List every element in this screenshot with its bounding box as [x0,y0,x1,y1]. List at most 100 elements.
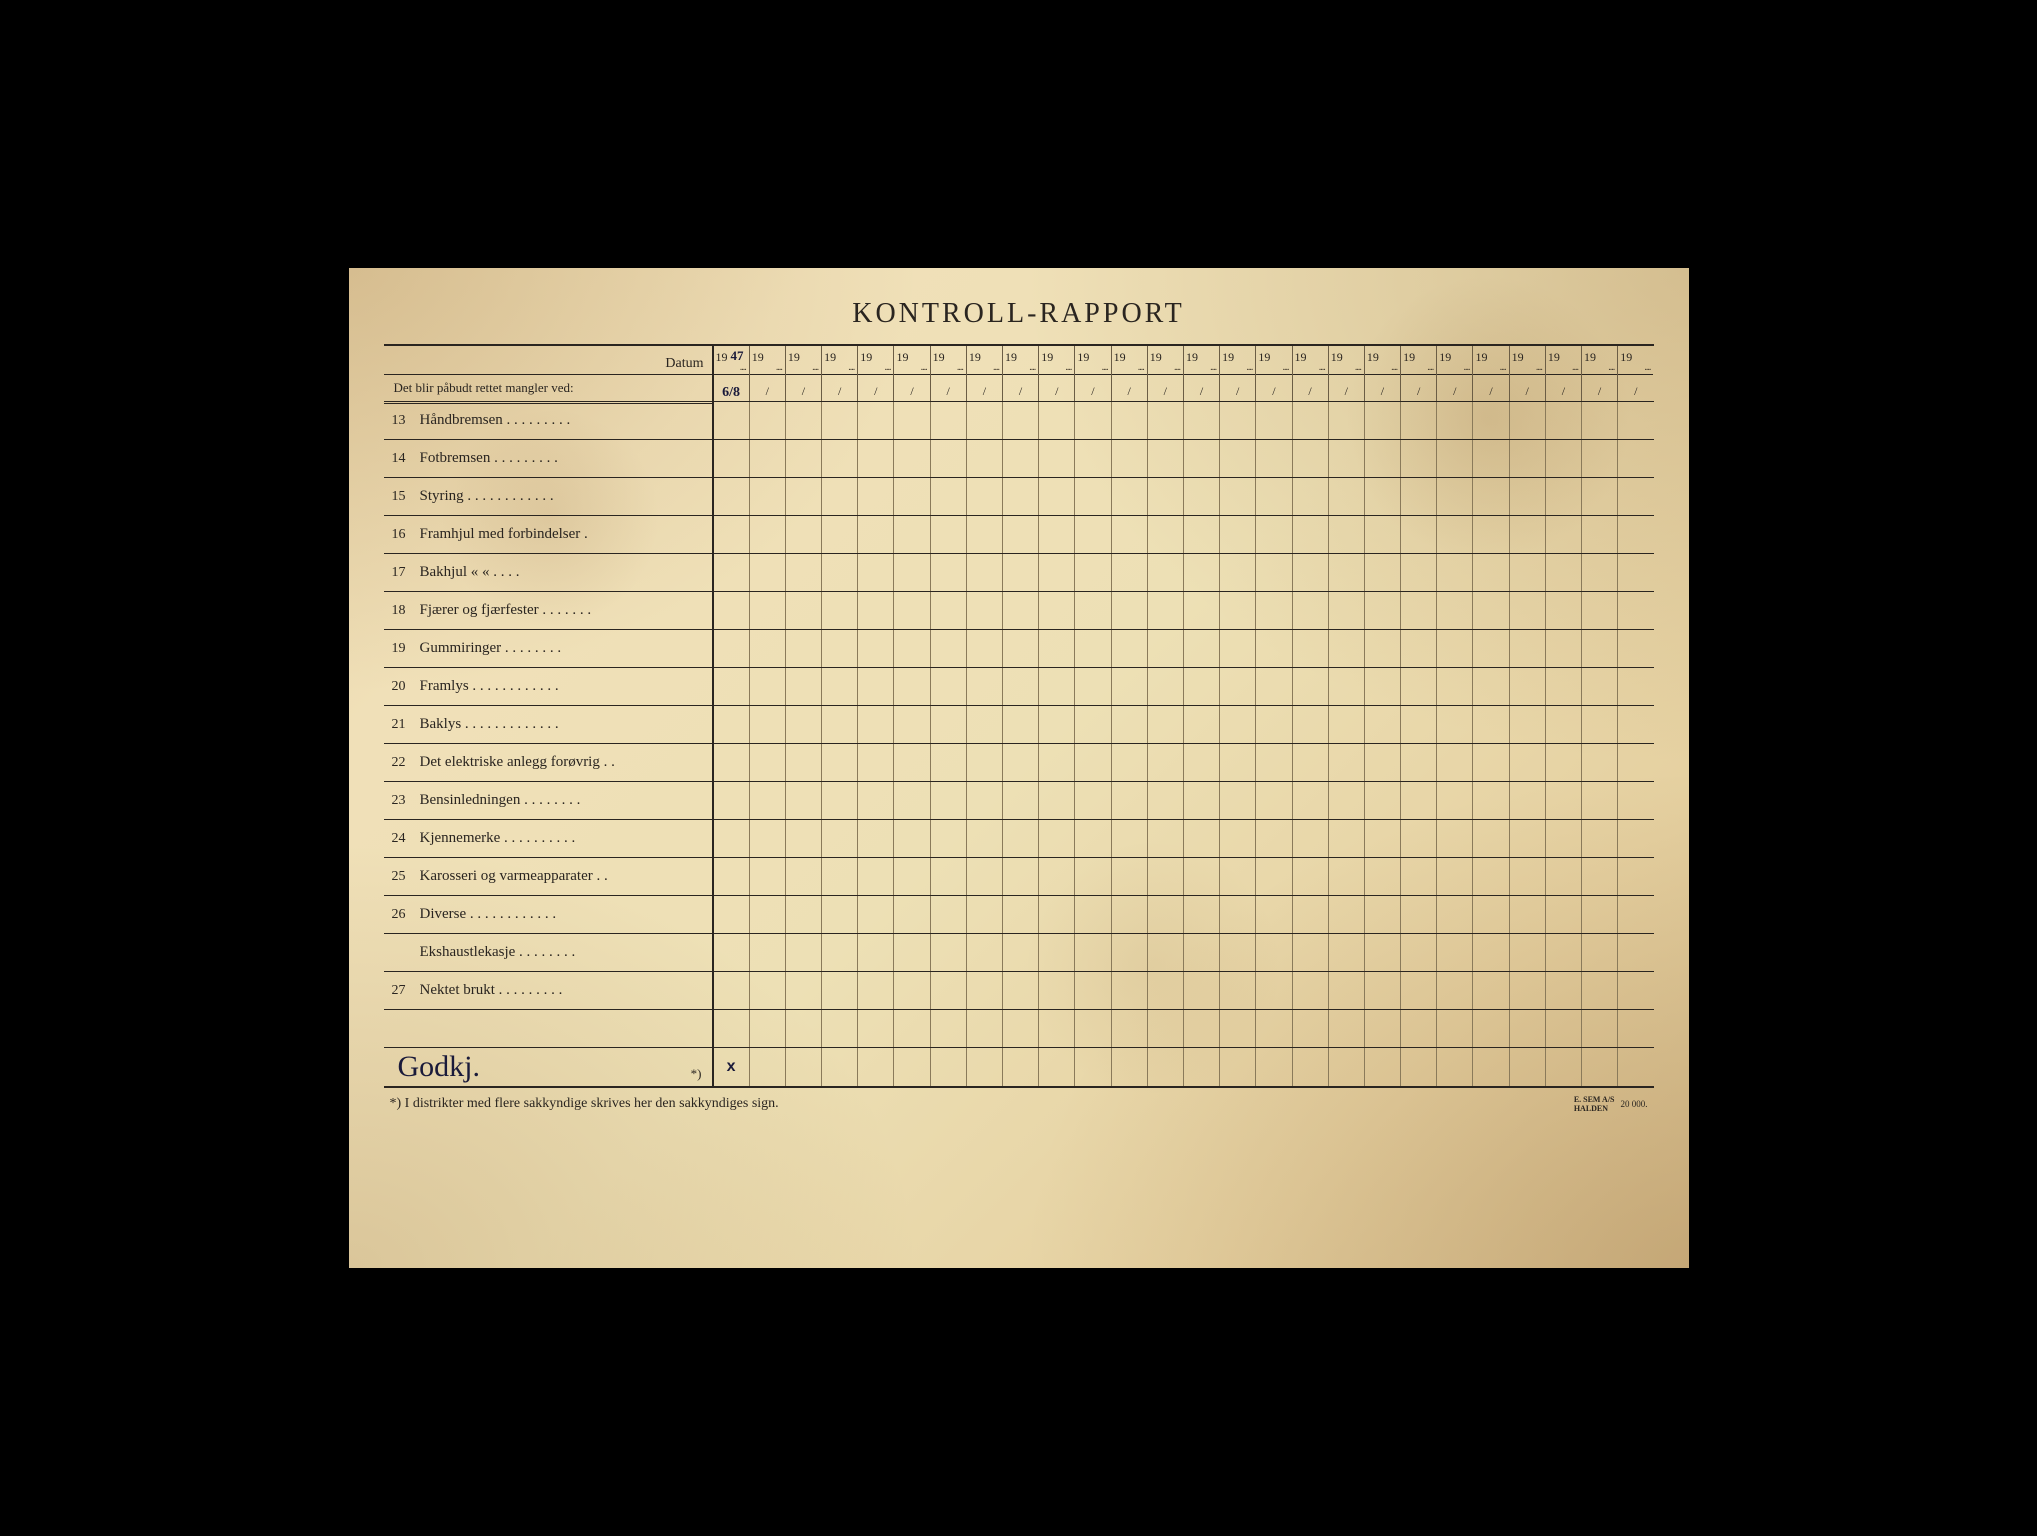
year-dots: .... [1500,362,1506,373]
cell [1618,592,1653,629]
cell [1618,972,1653,1009]
year-dots: .... [1427,362,1433,373]
cell [1437,858,1473,895]
cell [1582,478,1618,515]
cell [931,820,967,857]
row-label: Framlys . . . . . . . . . . . . [420,678,712,695]
cell [894,934,930,971]
cell [714,516,750,553]
header-col: 19..../ [1329,346,1365,401]
cell [1003,516,1039,553]
cell [1582,516,1618,553]
cell [750,592,786,629]
cell [931,858,967,895]
cell [1329,668,1365,705]
cell [1437,972,1473,1009]
date-cell: / [1293,374,1328,401]
year-dots: .... [1174,362,1180,373]
row-left: 15Styring . . . . . . . . . . . . [384,478,714,515]
cell [1546,668,1582,705]
cell [1184,972,1220,1009]
header-col: 19..../ [931,346,967,401]
cell [1618,934,1653,971]
row-cells [714,440,1654,477]
cell [1256,820,1292,857]
row-left: 16Framhjul med forbindelser . [384,516,714,553]
cell [822,440,858,477]
date-cell: / [931,374,966,401]
row-left: 17Bakhjul « « . . . . [384,554,714,591]
cell [1473,402,1509,439]
header-left: Datum Det blir påbudt rettet mangler ved… [384,346,714,401]
row-left: 27Nektet brukt . . . . . . . . . [384,972,714,1009]
date-cell: / [1618,374,1653,401]
cell [1401,896,1437,933]
cell [1293,782,1329,819]
cell [1365,858,1401,895]
row-left: Godkj.*) [384,1048,714,1086]
cell [1256,706,1292,743]
cell [714,554,750,591]
row-label: Bakhjul « « . . . . [420,564,712,581]
cell [1293,440,1329,477]
cell [931,1048,967,1086]
cell [822,706,858,743]
cell [1473,820,1509,857]
cell [1473,1010,1509,1047]
cell [1546,820,1582,857]
row-number: 26 [392,907,420,923]
cell [1437,782,1473,819]
year-cell: 19.... [1510,346,1545,374]
cell [1184,858,1220,895]
cell [1075,668,1111,705]
date-cell: / [894,374,929,401]
year-dots: .... [1029,362,1035,373]
header-col: 19..../ [1003,346,1039,401]
header-col: 19..../ [1437,346,1473,401]
cell [786,934,822,971]
cell [967,744,1003,781]
date-cell: / [1401,374,1436,401]
header-col: 19..../ [1039,346,1075,401]
cell [1003,934,1039,971]
year-cell: 19.... [1039,346,1074,374]
cell [967,516,1003,553]
cell [1618,744,1653,781]
cell [1293,858,1329,895]
row-left: 23Bensinledningen . . . . . . . . [384,782,714,819]
cell [1112,592,1148,629]
cell [1075,744,1111,781]
cell [1365,440,1401,477]
cell [1220,516,1256,553]
cell [1437,554,1473,591]
year-dots: .... [1283,362,1289,373]
row-cells [714,630,1654,667]
cell [1148,820,1184,857]
cell [967,630,1003,667]
year-dots: .... [1319,362,1325,373]
cell [1437,934,1473,971]
cell [786,554,822,591]
cell [1401,402,1437,439]
cell-mark-x: x [727,1058,736,1076]
cell [714,782,750,819]
cell [1329,744,1365,781]
cell [1075,630,1111,667]
row-number: 15 [392,489,420,505]
cell [1293,744,1329,781]
cell [1003,402,1039,439]
cell [858,858,894,895]
year-cell: 19.... [894,346,929,374]
cell [822,744,858,781]
cell [1365,896,1401,933]
cell [1039,896,1075,933]
cell [894,402,930,439]
footer: *) I distrikter med flere sakkyndige skr… [384,1088,1654,1114]
year-cell: 19.... [1329,346,1364,374]
header-col: 19..../ [822,346,858,401]
cell [1401,934,1437,971]
cell [967,554,1003,591]
cell [894,706,930,743]
year-dots: .... [1102,362,1108,373]
cell [1075,478,1111,515]
